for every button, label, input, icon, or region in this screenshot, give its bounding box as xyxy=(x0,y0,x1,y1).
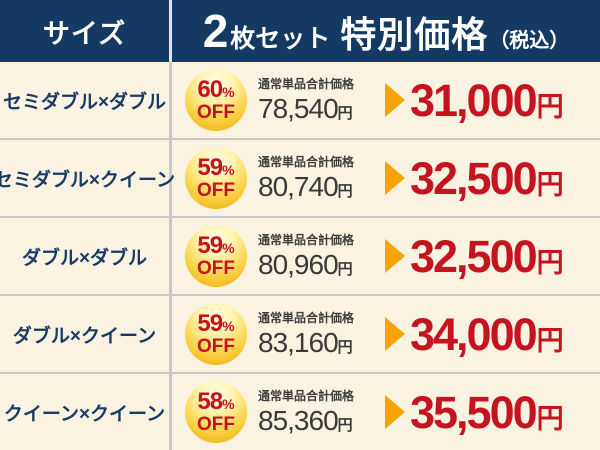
arrow-right-icon xyxy=(385,317,405,351)
size-cell: ダブル×ダブル xyxy=(0,218,172,294)
regular-price: 83,160円 xyxy=(258,327,353,359)
sale-price: 32,500円 xyxy=(410,152,564,204)
discount-percent: 60% xyxy=(197,76,235,103)
header-size-cell: サイズ xyxy=(0,0,172,62)
regular-price: 85,360円 xyxy=(258,405,353,437)
off-label: OFF xyxy=(197,336,235,357)
sale-price: 32,500円 xyxy=(410,230,564,282)
size-column-header: サイズ xyxy=(42,18,127,49)
off-label: OFF xyxy=(197,414,235,435)
price-row: セミダブル×クイーン 59% OFF 通常単品合計価格 80,740円 32,5… xyxy=(0,138,600,216)
table-body: セミダブル×ダブル 60% OFF 通常単品合計価格 78,540円 31,00… xyxy=(0,62,600,450)
arrow-right-icon xyxy=(385,161,405,195)
size-name: ダブル×ダブル xyxy=(21,247,148,269)
off-label: OFF xyxy=(197,102,235,123)
regular-price-block: 通常単品合計価格 80,740円 xyxy=(258,153,376,203)
discount-badge: 59% OFF xyxy=(185,147,247,209)
discount-badge: 60% OFF xyxy=(185,69,247,131)
size-cell: セミダブル×ダブル xyxy=(0,62,172,138)
regular-price-block: 通常単品合計価格 83,160円 xyxy=(258,309,376,359)
size-name: セミダブル×ダブル xyxy=(2,91,167,113)
price-row: クイーン×クイーン 58% OFF 通常単品合計価格 85,360円 35,50… xyxy=(0,372,600,450)
regular-price-block: 通常単品合計価格 85,360円 xyxy=(258,387,376,437)
size-cell: ダブル×クイーン xyxy=(0,296,172,372)
size-name: クイーン×クイーン xyxy=(3,403,166,425)
regular-price-label: 通常単品合計価格 xyxy=(258,233,355,248)
price-row: ダブル×ダブル 59% OFF 通常単品合計価格 80,960円 32,500円 xyxy=(0,216,600,294)
special-price-title: 特別価格 xyxy=(340,14,489,55)
regular-price-label: 通常単品合計価格 xyxy=(258,155,355,170)
header-title-cell: 2 枚セット 特別価格 （税込） xyxy=(172,0,600,62)
discount-badge: 59% OFF xyxy=(185,303,247,365)
price-row: セミダブル×ダブル 60% OFF 通常単品合計価格 78,540円 31,00… xyxy=(0,62,600,138)
discount-badge: 58% OFF xyxy=(185,381,247,443)
size-cell: クイーン×クイーン xyxy=(0,374,172,450)
sale-price: 34,000円 xyxy=(410,308,564,360)
discount-percent: 59% xyxy=(197,154,235,181)
set-unit-label: 枚セット xyxy=(230,25,331,53)
regular-price-block: 通常単品合計価格 80,960円 xyxy=(258,231,376,281)
regular-price-label: 通常単品合計価格 xyxy=(258,77,355,92)
discount-badge: 59% OFF xyxy=(185,225,247,287)
table-header: サイズ 2 枚セット 特別価格 （税込） xyxy=(0,0,600,62)
regular-price: 80,740円 xyxy=(258,171,353,203)
arrow-right-icon xyxy=(385,239,405,273)
price-row: ダブル×クイーン 59% OFF 通常単品合計価格 83,160円 34,000… xyxy=(0,294,600,372)
off-label: OFF xyxy=(197,180,235,201)
size-cell: セミダブル×クイーン xyxy=(0,140,176,216)
off-label: OFF xyxy=(197,258,235,279)
sale-price: 35,500円 xyxy=(410,386,564,438)
regular-price-label: 通常単品合計価格 xyxy=(258,311,355,326)
discount-percent: 58% xyxy=(197,388,235,415)
regular-price-label: 通常単品合計価格 xyxy=(258,389,355,404)
regular-price-block: 通常単品合計価格 78,540円 xyxy=(258,75,376,125)
discount-percent: 59% xyxy=(197,232,235,259)
sale-price: 31,000円 xyxy=(410,74,564,126)
size-name: ダブル×クイーン xyxy=(12,325,157,347)
tax-included-note: （税込） xyxy=(489,30,570,52)
set-count: 2 xyxy=(202,5,229,57)
arrow-right-icon xyxy=(385,395,405,429)
regular-price: 80,960円 xyxy=(258,249,353,281)
arrow-right-icon xyxy=(385,83,405,117)
regular-price: 78,540円 xyxy=(258,93,353,125)
discount-percent: 59% xyxy=(197,310,235,337)
size-name: セミダブル×クイーン xyxy=(0,169,176,191)
